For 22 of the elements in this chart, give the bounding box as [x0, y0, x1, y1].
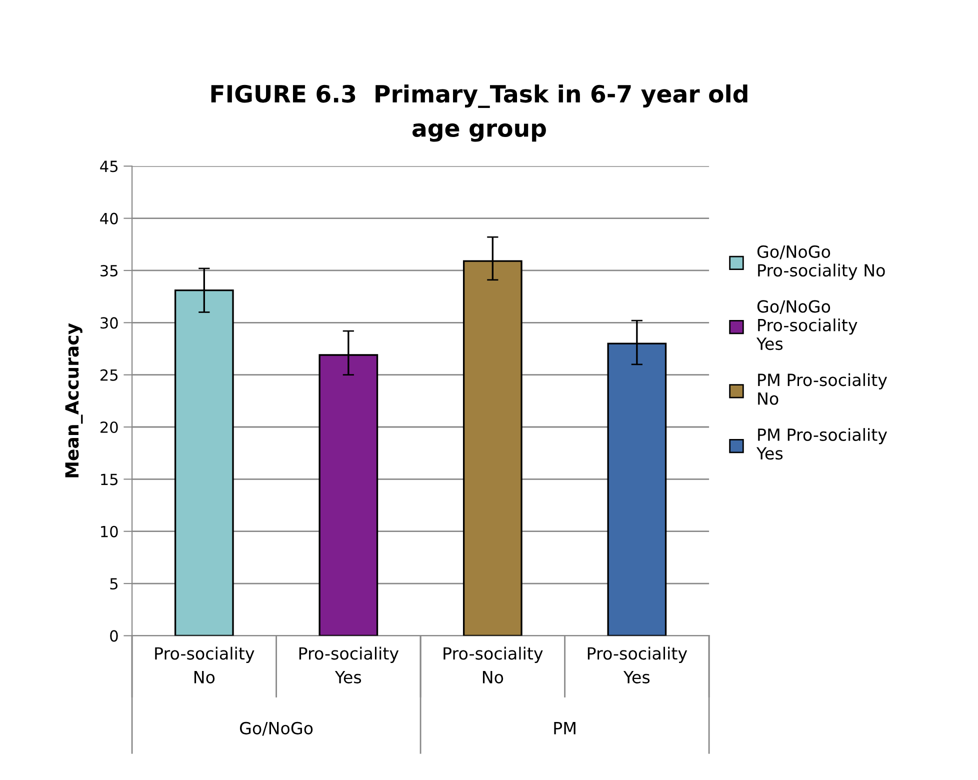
x-tick-label: Pro-sociality No: [444, 646, 543, 684]
y-tick-label: 30: [100, 317, 118, 329]
y-tick-label: 15: [101, 474, 118, 486]
legend-label: PM Pro-sociality Yes: [756, 428, 888, 460]
legend-label: Go/NoGo Pro-sociality No: [757, 245, 885, 280]
chart-title: FIGURE 6.3 Primary_Task in 6-7 year old age group: [211, 84, 748, 142]
y-tick-label: 0: [110, 630, 118, 642]
text: PM: [554, 722, 576, 734]
x-tick-label: Pro-sociality Yes: [588, 646, 688, 684]
legend-label: PM Pro-sociality No: [758, 373, 888, 405]
y-axis-title: Mean_Accuracy: [65, 323, 83, 478]
y-tick-label: 20: [100, 421, 118, 434]
y-tick-label: 10: [101, 526, 118, 538]
legend-label: Go/NoGo Pro-sociality Yes: [756, 300, 858, 350]
y-tick-label: 35: [100, 264, 118, 277]
text: Go/NoGo: [240, 722, 313, 736]
y-tick-label: 45: [100, 160, 118, 172]
x-tick-label: Pro-sociality No: [155, 646, 254, 684]
y-tick-label: 25: [100, 369, 118, 381]
y-tick-label: 40: [100, 212, 118, 224]
x-tick-label: Pro-sociality Yes: [299, 646, 399, 684]
y-tick-label: 5: [110, 578, 118, 590]
